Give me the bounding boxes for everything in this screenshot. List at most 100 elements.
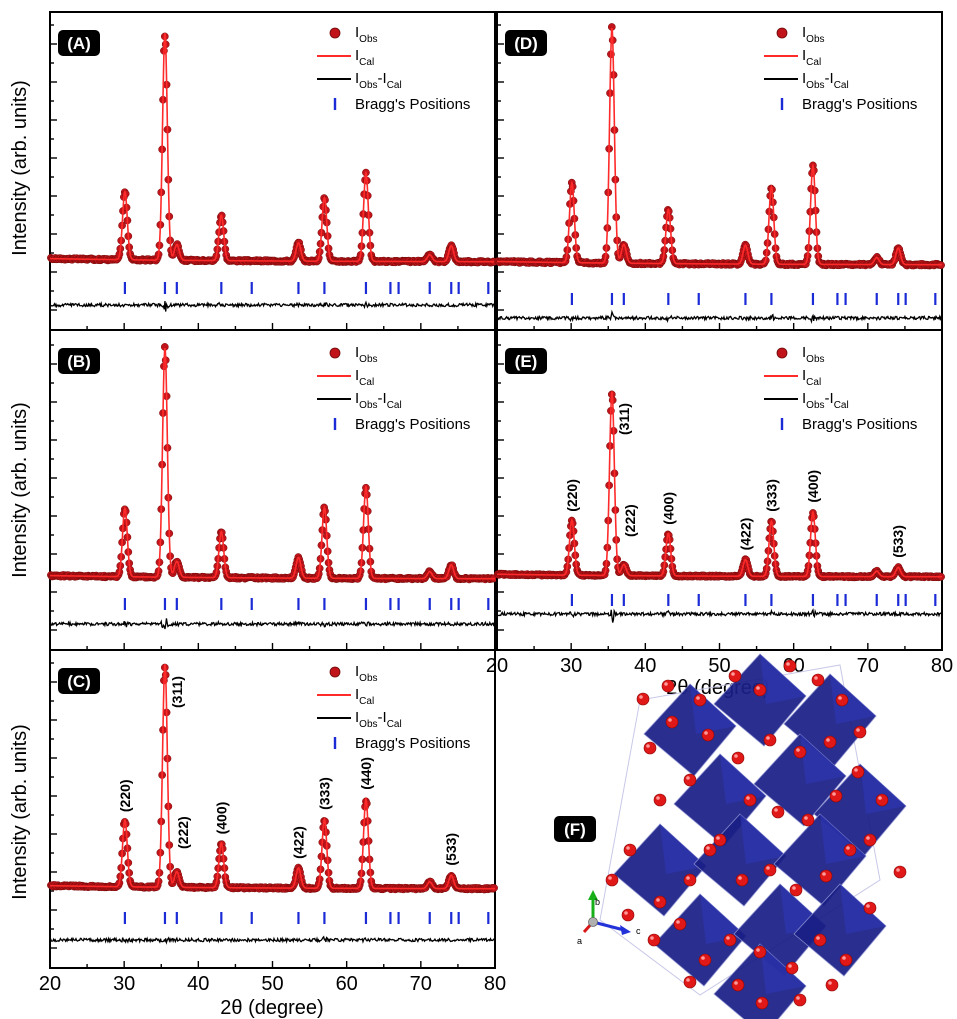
legend-observed-main: I [355, 24, 359, 41]
oxygen-atom-highlight [704, 731, 708, 735]
oxygen-atom-highlight [766, 736, 770, 740]
octahedron-facet [860, 764, 906, 814]
oxygen-atom [875, 793, 889, 807]
legend-diff-b: -I [378, 390, 387, 407]
legend-observed-label: IObs [355, 24, 378, 45]
oxygen-atom [893, 865, 907, 879]
plot-frame [49, 329, 496, 651]
legend-observed-marker [776, 27, 788, 39]
oxygen-atom [823, 735, 837, 749]
oxygen-atom [723, 933, 737, 947]
oxygen-atom [701, 728, 715, 742]
difference-series [49, 618, 496, 630]
calculated-series [50, 33, 495, 263]
oxygen-atom [763, 863, 777, 877]
difference-series [496, 309, 943, 325]
oxygen-atom-highlight [608, 876, 612, 880]
oxygen-atom [793, 745, 807, 759]
oxygen-atom-highlight [856, 728, 860, 732]
x-right-tick-label: 20 [486, 655, 508, 677]
oxygen-atom [839, 953, 853, 967]
oxygen-atom [789, 883, 803, 897]
c-axis-label: c [636, 926, 641, 936]
oxygen-atom [605, 873, 619, 887]
oxygen-atom-highlight [838, 696, 842, 700]
oxygen-atom [793, 993, 807, 1007]
oxygen-atom-highlight [706, 846, 710, 850]
oxygen-atom-highlight [842, 956, 846, 960]
hkl-label: (220) [564, 479, 580, 512]
legend-bragg-label: Bragg's Positions [355, 416, 470, 433]
oxygen-atom [683, 975, 697, 989]
legend-diff-a-sub: Obs [806, 80, 824, 91]
legend-diff-a-sub: Obs [806, 400, 824, 411]
x-right-tick-label: 80 [931, 655, 953, 677]
plot-frame [49, 11, 496, 331]
oxygen-atom-highlight [734, 981, 738, 985]
panel-label-d: (D) [505, 30, 547, 56]
oxygen-atom [843, 843, 857, 857]
calculated-series [50, 348, 495, 580]
legend-observed-label: IObs [355, 663, 378, 684]
a-axis-label: a [577, 936, 582, 946]
b-axis-label: b [595, 897, 600, 907]
legend-diff-b-sub: Cal [834, 400, 849, 411]
legend-bragg-label: Bragg's Positions [802, 416, 917, 433]
oxygen-atom-highlight [668, 718, 672, 722]
difference-series [496, 608, 943, 623]
legend-diff-b-sub: Cal [387, 719, 402, 730]
hkl-label: (333) [316, 777, 332, 810]
oxygen-atom-highlight [650, 936, 654, 940]
oxygen-atom-highlight [664, 682, 668, 686]
oxygen-atom-highlight [746, 796, 750, 800]
hkl-label: (440) [358, 757, 374, 790]
x-left-tick-label: 40 [187, 973, 209, 995]
legend-calculated-label: ICal [802, 47, 821, 68]
oxygen-atom-highlight [716, 836, 720, 840]
legend-difference-label: IObs-ICal [355, 709, 402, 730]
oxygen-atom [801, 813, 815, 827]
oxygen-atom-highlight [774, 808, 778, 812]
hkl-label: (333) [763, 479, 779, 512]
legend-calculated-sub: Cal [359, 57, 374, 68]
oxygen-atom-highlight [734, 754, 738, 758]
c-axis-arrowhead [620, 925, 631, 935]
panel-label-e: (E) [505, 348, 547, 374]
legend-observed-sub: Obs [806, 34, 824, 45]
legend-observed-label: IObs [355, 344, 378, 365]
panel-label-text: (C) [67, 672, 91, 691]
oxygen-atom [763, 733, 777, 747]
legend-diff-a-sub: Obs [359, 80, 377, 91]
oxygen-atom [863, 901, 877, 915]
oxygen-atom [636, 692, 650, 706]
oxygen-atom-highlight [696, 696, 700, 700]
oxygen-atom [825, 978, 839, 992]
oxygen-atom-highlight [626, 846, 630, 850]
oxygen-atom [853, 725, 867, 739]
oxygen-atom-highlight [758, 999, 762, 1003]
oxygen-atom-highlight [686, 776, 690, 780]
legend-difference-label: IObs-ICal [802, 70, 849, 91]
legend-bragg-label: Bragg's Positions [355, 735, 470, 752]
oxygen-atom [771, 805, 785, 819]
hkl-label: (400) [805, 470, 821, 503]
oxygen-atom [623, 843, 637, 857]
panel-label-text: (B) [67, 352, 91, 371]
panel-label-text: (F) [564, 820, 586, 839]
legend-calculated-sub: Cal [359, 696, 374, 707]
oxygen-atom-highlight [832, 792, 836, 796]
oxygen-atom [753, 683, 767, 697]
legend-observed-marker [329, 347, 341, 359]
oxygen-atom-highlight [896, 868, 900, 872]
hkl-label: (400) [213, 802, 229, 835]
oxygen-atom-highlight [822, 872, 826, 876]
legend-observed-label: IObs [802, 344, 825, 365]
legend-diff-a: I [355, 709, 359, 726]
oxygen-atom [829, 789, 843, 803]
oxygen-atom [728, 669, 742, 683]
hkl-label: (220) [117, 779, 133, 812]
